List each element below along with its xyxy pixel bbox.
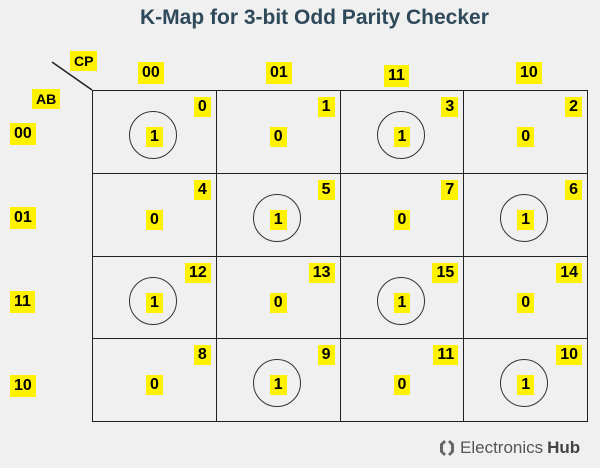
group-circle: [376, 111, 425, 159]
row-header-11: 11: [10, 291, 35, 313]
cell-value: 1: [146, 292, 163, 313]
kmap-cell: 12 1: [93, 256, 217, 340]
cell-index: 13: [308, 262, 335, 283]
cell-index: 14: [556, 262, 582, 283]
kmap-cell: 11 0: [340, 339, 465, 422]
cell-index: 0: [193, 97, 211, 117]
electronics-hub-logo-icon: [440, 440, 454, 456]
cell-index: 8: [193, 345, 211, 366]
cell-value: 0: [517, 292, 535, 313]
cell-index: 15: [432, 262, 459, 283]
cell-value: 1: [269, 375, 287, 396]
row-header-10: 10: [10, 375, 36, 397]
kmap-cell: 15 1: [340, 256, 465, 340]
cell-value: 1: [517, 209, 535, 230]
cell-value: 1: [393, 127, 411, 147]
cell-value: 1: [517, 375, 535, 396]
column-header-00: 00: [138, 62, 164, 84]
cell-value: 0: [146, 375, 163, 396]
cell-index: 2: [565, 97, 582, 117]
cell-index: 11: [433, 345, 459, 366]
cell-value: 0: [146, 209, 163, 230]
cell-value: 1: [393, 292, 411, 313]
brand-name: Electronics: [460, 438, 544, 457]
row-variable-label: AB: [32, 89, 61, 109]
cell-index: 1: [317, 97, 335, 117]
group-circle: [129, 111, 177, 159]
group-circle: [500, 193, 549, 242]
kmap-cell: 13 0: [216, 256, 341, 340]
column-header-10: 10: [516, 62, 542, 84]
cell-value: 1: [146, 127, 163, 147]
electronics-hub-brand: Electronics Hub: [438, 438, 580, 458]
cell-value: 1: [269, 209, 287, 230]
cell-index: 6: [565, 179, 582, 200]
row-header-00: 00: [10, 123, 36, 145]
cell-index: 10: [556, 345, 582, 366]
group-circle: [252, 193, 301, 242]
cell-index: 5: [317, 179, 335, 200]
column-header-11: 11: [384, 65, 409, 87]
cell-index: 9: [317, 345, 335, 366]
brand-name-bold: Hub: [547, 438, 581, 457]
cell-index: 3: [441, 97, 459, 117]
page-title: K-Map for 3-bit Odd Parity Checker: [140, 6, 489, 29]
row-header-01: 01: [10, 207, 36, 229]
kmap-cell: 10 1: [464, 339, 588, 422]
cell-value: 0: [269, 292, 287, 313]
cell-index: 7: [441, 179, 459, 200]
cell-index: 12: [184, 262, 211, 283]
cell-value: 0: [393, 375, 411, 396]
cell-value: 0: [517, 127, 535, 147]
group-circle: [376, 276, 425, 325]
group-circle: [500, 359, 549, 408]
column-variable-label: CP: [70, 51, 98, 71]
cell-index: 4: [193, 179, 211, 200]
cell-value: 0: [269, 127, 287, 147]
group-circle: [129, 276, 177, 325]
cell-value: 0: [393, 209, 411, 230]
group-circle: [252, 359, 301, 408]
column-header-01: 01: [266, 62, 292, 84]
kmap-cell: 14 0: [464, 256, 588, 340]
